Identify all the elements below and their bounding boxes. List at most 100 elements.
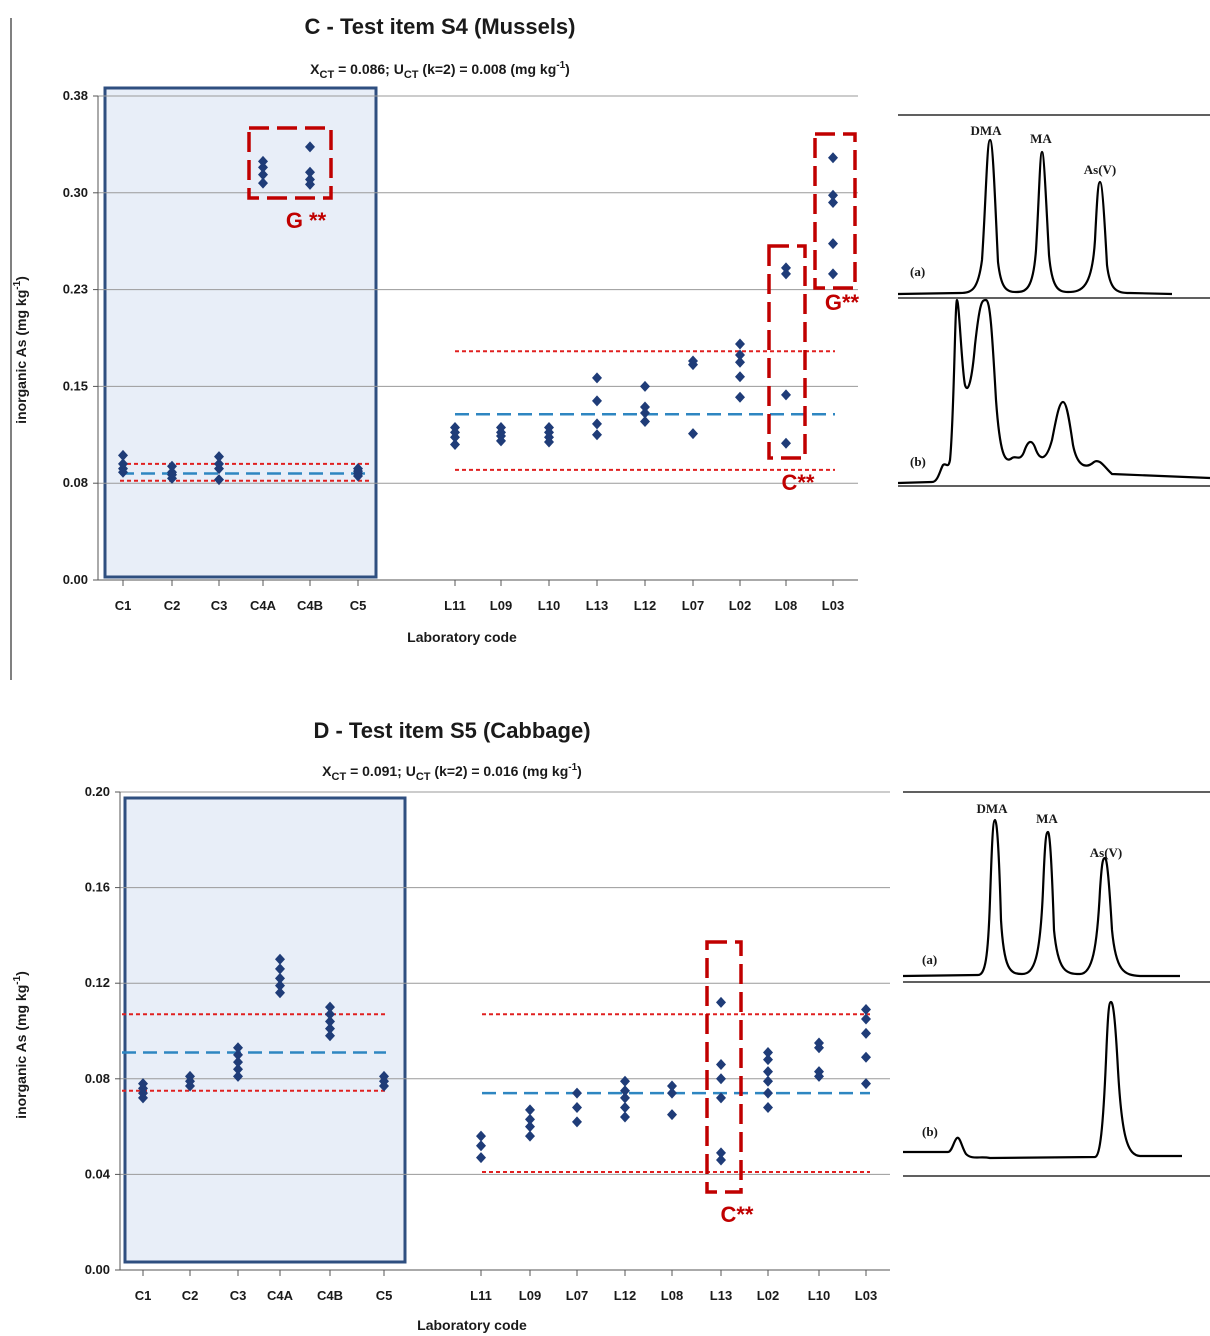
data-point bbox=[735, 371, 745, 383]
data-point bbox=[167, 460, 177, 472]
y-axis-label: inorganic As (mg kg-1) bbox=[12, 276, 29, 424]
data-point bbox=[275, 972, 285, 984]
data-point bbox=[716, 1073, 726, 1085]
data-point bbox=[763, 1075, 773, 1087]
data-point bbox=[763, 1066, 773, 1078]
data-point bbox=[716, 1058, 726, 1070]
data-point bbox=[118, 458, 128, 470]
data-point bbox=[476, 1152, 486, 1164]
data-point bbox=[305, 173, 315, 185]
data-point bbox=[620, 1092, 630, 1104]
dma-peak-label: DMA bbox=[976, 801, 1008, 816]
data-point bbox=[233, 1070, 243, 1082]
x-tick-label: L11 bbox=[444, 598, 466, 613]
x-tick-label: L09 bbox=[490, 598, 512, 613]
data-point bbox=[828, 152, 838, 164]
data-point bbox=[233, 1042, 243, 1054]
x-tick-label: L10 bbox=[538, 598, 560, 613]
data-point bbox=[258, 155, 268, 167]
data-point bbox=[118, 449, 128, 461]
data-point bbox=[496, 422, 506, 434]
x-tick-label: L10 bbox=[808, 1288, 830, 1303]
data-point bbox=[688, 355, 698, 367]
x-tick-label: C3 bbox=[230, 1288, 247, 1303]
data-point bbox=[781, 268, 791, 280]
x-tick-label: C3 bbox=[211, 598, 228, 613]
data-point bbox=[258, 177, 268, 189]
x-tick-label: L13 bbox=[586, 598, 608, 613]
x-tick-label: L07 bbox=[566, 1288, 588, 1303]
y-tick-label: 0.23 bbox=[63, 282, 88, 297]
outlier-flag-box bbox=[813, 132, 857, 290]
ma-peak-label: MA bbox=[1036, 811, 1058, 826]
y-label-sup: -1 bbox=[12, 975, 23, 984]
certifier-box bbox=[123, 796, 407, 1264]
data-point bbox=[275, 987, 285, 999]
y-tick-label: 0.00 bbox=[63, 572, 88, 587]
subtitle-mid: = 0.086; U bbox=[334, 61, 404, 77]
data-point bbox=[861, 1003, 871, 1015]
subtitle-unit: (k=2) = 0.008 (mg kg bbox=[419, 61, 557, 77]
data-point bbox=[620, 1101, 630, 1113]
data-point bbox=[379, 1070, 389, 1082]
panel-c: C - Test item S4 (Mussels) XCT = 0.086; … bbox=[10, 14, 1210, 680]
y-tick-label: 0.15 bbox=[63, 378, 88, 393]
x-tick-label: C4B bbox=[317, 1288, 343, 1303]
data-point bbox=[305, 141, 315, 153]
x-tick-label: C1 bbox=[115, 598, 132, 613]
data-point bbox=[525, 1121, 535, 1133]
y-label-end: ) bbox=[13, 276, 29, 281]
data-point bbox=[185, 1070, 195, 1082]
chromatogram-inset: DMA MA As(V) (a) (b) bbox=[902, 791, 1210, 1177]
y-tick-label: 0.16 bbox=[85, 880, 110, 895]
subtitle-unit: (k=2) = 0.016 (mg kg bbox=[431, 763, 569, 779]
subtitle-x: X bbox=[322, 763, 332, 779]
outlier-flag-box bbox=[247, 126, 333, 200]
plot-area: 0.00 0.04 0.08 0.12 0.16 0.20 C1 C2 C3 C4A C4B C5 L1… bbox=[85, 784, 890, 1303]
data-point bbox=[716, 1147, 726, 1159]
data-point bbox=[861, 1078, 871, 1090]
data-point bbox=[592, 429, 602, 441]
x-tick-label: C5 bbox=[350, 598, 367, 613]
subtitle-sup: -1 bbox=[556, 60, 565, 71]
data-point bbox=[305, 166, 315, 178]
x-tick-label: L02 bbox=[729, 598, 751, 613]
data-point bbox=[525, 1113, 535, 1125]
data-point bbox=[258, 169, 268, 181]
y-tick-label: 0.12 bbox=[85, 975, 110, 990]
y-tick-label: 0.20 bbox=[85, 784, 110, 799]
data-point bbox=[828, 238, 838, 250]
data-point bbox=[640, 415, 650, 427]
data-point bbox=[450, 438, 460, 450]
y-tick-label: 0.04 bbox=[85, 1166, 111, 1181]
subtitle-mid: = 0.091; U bbox=[346, 763, 416, 779]
data-point bbox=[214, 458, 224, 470]
ma-peak-label: MA bbox=[1030, 131, 1052, 146]
x-tick-label: L07 bbox=[682, 598, 704, 613]
data-point bbox=[525, 1130, 535, 1142]
subtitle-sub: CT bbox=[416, 771, 431, 783]
data-point bbox=[688, 428, 698, 440]
subtitle-sup: -1 bbox=[568, 762, 577, 773]
x-tick-label: C4A bbox=[250, 598, 277, 613]
asv-peak-label: As(V) bbox=[1084, 162, 1117, 177]
data-point bbox=[640, 407, 650, 419]
data-point bbox=[275, 980, 285, 992]
data-point bbox=[325, 1008, 335, 1020]
chromatogram-b-trace bbox=[903, 1000, 1182, 1160]
x-tick-label: C2 bbox=[182, 1288, 199, 1303]
chromatogram-b-trace bbox=[897, 298, 1210, 485]
data-point bbox=[620, 1111, 630, 1123]
y-tick-label: 0.00 bbox=[85, 1262, 110, 1277]
trace-a-label: (a) bbox=[910, 264, 925, 279]
data-point bbox=[544, 422, 554, 434]
data-point bbox=[735, 349, 745, 361]
certifier-box bbox=[103, 86, 378, 579]
y-tick-label: 0.38 bbox=[63, 88, 88, 103]
outlier-flag-label: G ** bbox=[286, 208, 327, 233]
data-point bbox=[861, 1051, 871, 1063]
data-point bbox=[716, 996, 726, 1008]
chromatogram-a-trace bbox=[897, 138, 1173, 296]
data-point bbox=[814, 1066, 824, 1078]
data-point bbox=[592, 418, 602, 430]
